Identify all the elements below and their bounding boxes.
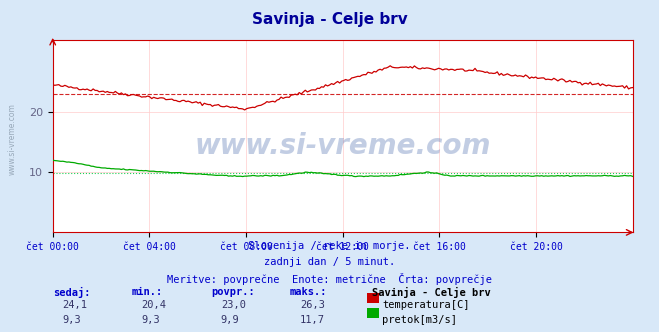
Text: 11,7: 11,7: [300, 315, 325, 325]
Text: 9,9: 9,9: [221, 315, 239, 325]
Text: min.:: min.:: [132, 287, 163, 296]
Text: Savinja - Celje brv: Savinja - Celje brv: [372, 287, 491, 297]
Text: povpr.:: povpr.:: [211, 287, 254, 296]
Text: Slovenija / reke in morje.: Slovenija / reke in morje.: [248, 241, 411, 251]
Text: pretok[m3/s]: pretok[m3/s]: [382, 315, 457, 325]
Text: Savinja - Celje brv: Savinja - Celje brv: [252, 12, 407, 27]
Text: Meritve: povprečne  Enote: metrične  Črta: povprečje: Meritve: povprečne Enote: metrične Črta:…: [167, 273, 492, 285]
Text: 9,3: 9,3: [63, 315, 81, 325]
Text: 20,4: 20,4: [142, 300, 167, 310]
Text: 23,0: 23,0: [221, 300, 246, 310]
Text: 9,3: 9,3: [142, 315, 160, 325]
Text: temperatura[C]: temperatura[C]: [382, 300, 470, 310]
Text: 24,1: 24,1: [63, 300, 88, 310]
Text: www.si-vreme.com: www.si-vreme.com: [8, 104, 17, 175]
Text: www.si-vreme.com: www.si-vreme.com: [194, 132, 491, 160]
Text: 26,3: 26,3: [300, 300, 325, 310]
Text: zadnji dan / 5 minut.: zadnji dan / 5 minut.: [264, 257, 395, 267]
Text: maks.:: maks.:: [290, 287, 328, 296]
Text: sedaj:: sedaj:: [53, 287, 90, 297]
